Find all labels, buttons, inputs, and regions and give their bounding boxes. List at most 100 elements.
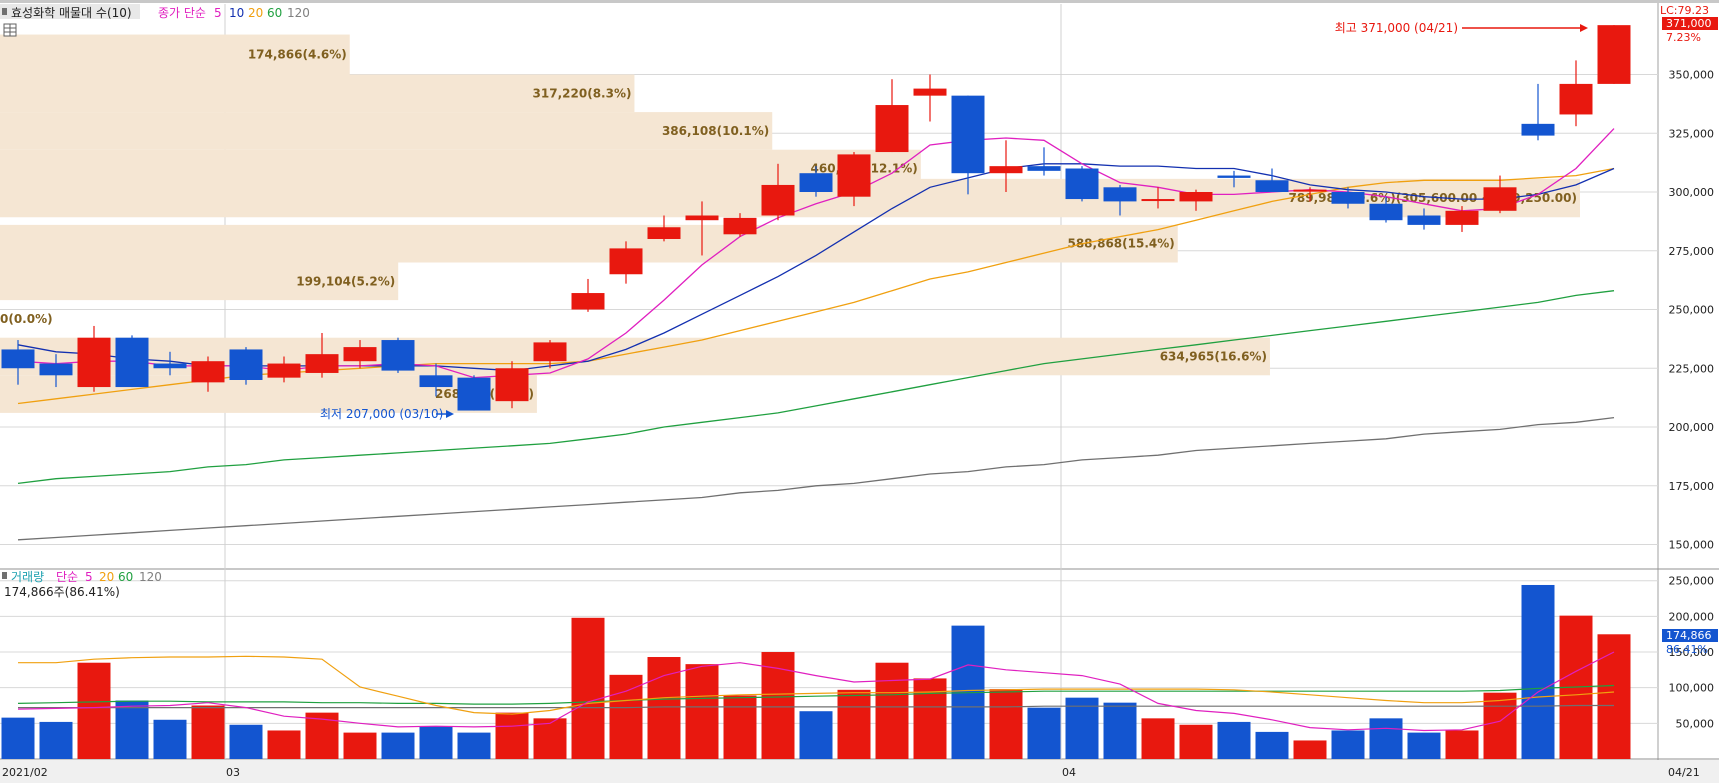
- volume-bar[interactable]: [1369, 718, 1403, 759]
- volume-bar[interactable]: [685, 664, 719, 759]
- candle[interactable]: [305, 333, 339, 378]
- volume-bar[interactable]: [761, 652, 795, 759]
- price-axis-tick: 225,000: [1669, 362, 1715, 375]
- candle[interactable]: [685, 201, 719, 256]
- candle[interactable]: [1445, 206, 1479, 232]
- candle[interactable]: [1559, 60, 1593, 127]
- candles[interactable]: [1, 25, 1631, 411]
- volume-bar[interactable]: [39, 721, 73, 759]
- candle[interactable]: [267, 356, 301, 383]
- volume-bar[interactable]: [723, 695, 757, 759]
- candle[interactable]: [1141, 187, 1175, 209]
- volume-bar[interactable]: [989, 689, 1023, 759]
- volume-bar[interactable]: [799, 711, 833, 759]
- candle[interactable]: [1217, 170, 1251, 188]
- volume-bar[interactable]: [913, 678, 947, 759]
- candle[interactable]: [457, 375, 491, 411]
- volume-bar[interactable]: [837, 689, 871, 759]
- candle[interactable]: [1, 340, 35, 385]
- candle[interactable]: [1255, 168, 1289, 193]
- candle[interactable]: [381, 337, 415, 373]
- volume-bar[interactable]: [153, 719, 187, 759]
- candle[interactable]: [989, 140, 1023, 192]
- candle[interactable]: [343, 340, 377, 369]
- volume-bar[interactable]: [381, 732, 415, 759]
- candle-body: [1521, 123, 1555, 136]
- candle[interactable]: [799, 166, 833, 197]
- volume-bar[interactable]: [1, 717, 35, 759]
- volume-bar[interactable]: [229, 724, 263, 759]
- candle-body: [1293, 189, 1327, 192]
- candle[interactable]: [875, 79, 909, 153]
- candle[interactable]: [1027, 147, 1061, 176]
- price-axis-tick: 200,000: [1669, 421, 1715, 434]
- volume-bar[interactable]: [457, 732, 491, 759]
- volume-bar[interactable]: [1597, 634, 1631, 759]
- volume-bar[interactable]: [191, 705, 225, 759]
- volume-bar[interactable]: [1521, 584, 1555, 759]
- candle[interactable]: [609, 241, 643, 284]
- volume-bar[interactable]: [1331, 730, 1365, 759]
- volume-bar[interactable]: [115, 700, 149, 759]
- volume-bar[interactable]: [1141, 718, 1175, 759]
- candle[interactable]: [723, 213, 757, 237]
- volume-bar[interactable]: [495, 712, 529, 759]
- volume-bar[interactable]: [1483, 692, 1517, 759]
- volume-bar[interactable]: [647, 657, 681, 759]
- title-box[interactable]: [0, 4, 140, 19]
- volume-bar[interactable]: [609, 674, 643, 759]
- volume-bar[interactable]: [1217, 721, 1251, 759]
- candle[interactable]: [571, 278, 605, 312]
- candle[interactable]: [1293, 187, 1327, 202]
- volume-bar[interactable]: [1407, 732, 1441, 759]
- candle[interactable]: [837, 152, 871, 207]
- volume-bar[interactable]: [1445, 730, 1479, 759]
- volume-bar[interactable]: [1293, 740, 1327, 759]
- volume-bar[interactable]: [571, 617, 605, 759]
- candle[interactable]: [533, 340, 567, 369]
- candle[interactable]: [1369, 196, 1403, 223]
- volume-bar[interactable]: [343, 732, 377, 759]
- volume-bar[interactable]: [1027, 707, 1061, 759]
- volume-bar[interactable]: [875, 662, 909, 759]
- candle[interactable]: [191, 356, 225, 392]
- candle[interactable]: [115, 335, 149, 388]
- candle[interactable]: [1103, 184, 1137, 216]
- volume-ma-legend-120: 120: [139, 570, 162, 584]
- candle[interactable]: [761, 163, 795, 221]
- volume-bar[interactable]: [77, 662, 111, 759]
- x-label-03: 03: [226, 766, 240, 779]
- volume-bar[interactable]: [533, 718, 567, 759]
- candle[interactable]: [951, 95, 985, 195]
- candle[interactable]: [495, 361, 529, 409]
- candle[interactable]: [1597, 25, 1631, 84]
- candle[interactable]: [419, 363, 453, 397]
- candle[interactable]: [39, 354, 73, 388]
- volume-bar[interactable]: [419, 726, 453, 759]
- volume-ma-label: 단순: [56, 570, 78, 584]
- candle[interactable]: [229, 347, 263, 385]
- candle[interactable]: [1179, 189, 1213, 211]
- volume-profile-label: 386,108(10.1%): [662, 124, 769, 138]
- volume-bar[interactable]: [1179, 724, 1213, 759]
- volume-ma60-line: [17, 684, 1615, 705]
- volume-bar[interactable]: [1065, 697, 1099, 759]
- candle[interactable]: [913, 74, 947, 122]
- last-price-tag: [1662, 17, 1718, 30]
- candle[interactable]: [1407, 208, 1441, 230]
- volume-bar[interactable]: [1103, 702, 1137, 759]
- candle[interactable]: [1065, 166, 1099, 202]
- volume-profile-bar: [0, 74, 635, 113]
- volume-axis-tick: 250,000: [1669, 575, 1715, 588]
- volume-bar[interactable]: [267, 730, 301, 759]
- volume-bar[interactable]: [1255, 731, 1289, 759]
- candle[interactable]: [647, 215, 681, 242]
- candle[interactable]: [1521, 83, 1555, 141]
- candle[interactable]: [153, 351, 187, 376]
- candle[interactable]: [77, 325, 111, 392]
- candle[interactable]: [1483, 175, 1517, 214]
- candle-body: [267, 363, 301, 378]
- candle-body: [685, 215, 719, 221]
- candle[interactable]: [1331, 187, 1365, 209]
